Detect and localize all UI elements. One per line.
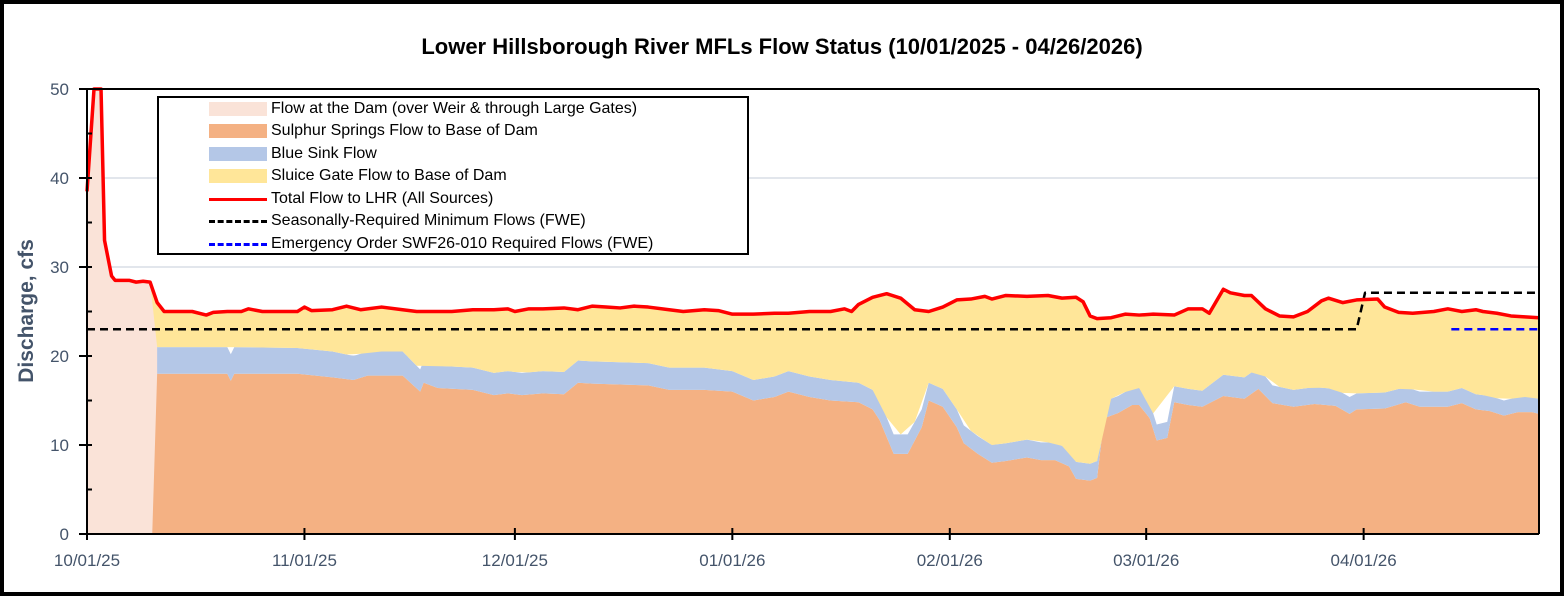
- x-tick-label: 12/01/25: [482, 551, 548, 570]
- legend-swatch-dam: [209, 102, 267, 116]
- legend-item-dam: Flow at the Dam (over Weir & through Lar…: [209, 98, 637, 120]
- x-tick-label: 03/01/26: [1113, 551, 1179, 570]
- legend-swatch-total: [209, 197, 267, 201]
- chart-title: Lower Hillsborough River MFLs Flow Statu…: [421, 34, 1143, 59]
- legend-swatch-sulphur: [209, 124, 267, 138]
- legend: Flow at the Dam (over Weir & through Lar…: [157, 96, 749, 255]
- y-tick-label: 0: [60, 525, 69, 544]
- legend-swatch-sluice: [209, 169, 267, 183]
- y-tick-label: 50: [50, 80, 69, 99]
- series-lines: [85, 87, 1540, 331]
- legend-swatch-emergency: [209, 242, 267, 246]
- x-tick-label: 11/01/25: [272, 551, 337, 570]
- legend-item-sulphur: Sulphur Springs Flow to Base of Dam: [209, 120, 538, 142]
- legend-label: Sluice Gate Flow to Base of Dam: [271, 167, 507, 184]
- y-tick-label: 20: [50, 347, 69, 366]
- y-tick-label: 30: [50, 258, 69, 277]
- legend-item-sluice: Sluice Gate Flow to Base of Dam: [209, 165, 507, 187]
- legend-label: Blue Sink Flow: [271, 145, 377, 162]
- legend-item-seasonal: Seasonally-Required Minimum Flows (FWE): [209, 210, 586, 232]
- legend-label: Flow at the Dam (over Weir & through Lar…: [271, 100, 638, 117]
- y-tick-label: 40: [50, 169, 69, 188]
- x-tick-label: 02/01/26: [917, 551, 983, 570]
- axes: 0 10 20 30 40 50 10/01/25 11/01/25 12/01/25 01/01…: [50, 80, 1540, 570]
- legend-label: Seasonally-Required Minimum Flows (FWE): [271, 212, 586, 229]
- y-axis-label: Discharge, cfs: [15, 239, 38, 383]
- y-tick-label: 10: [50, 436, 69, 455]
- legend-label: Emergency Order SWF26-010 Required Flows…: [271, 235, 654, 252]
- legend-label: Sulphur Springs Flow to Base of Dam: [271, 122, 538, 139]
- legend-swatch-bluesink: [209, 147, 267, 161]
- stacked-areas: [87, 89, 1540, 534]
- legend-item-total: Total Flow to LHR (All Sources): [209, 188, 493, 210]
- x-tick-label: 10/01/25: [54, 551, 120, 570]
- x-tick-label: 04/01/26: [1331, 551, 1397, 570]
- legend-label: Total Flow to LHR (All Sources): [271, 190, 494, 207]
- legend-item-bluesink: Blue Sink Flow: [209, 143, 377, 165]
- x-tick-label: 01/01/26: [699, 551, 765, 570]
- legend-swatch-seasonal: [209, 219, 267, 223]
- legend-item-emergency: Emergency Order SWF26-010 Required Flows…: [209, 233, 653, 255]
